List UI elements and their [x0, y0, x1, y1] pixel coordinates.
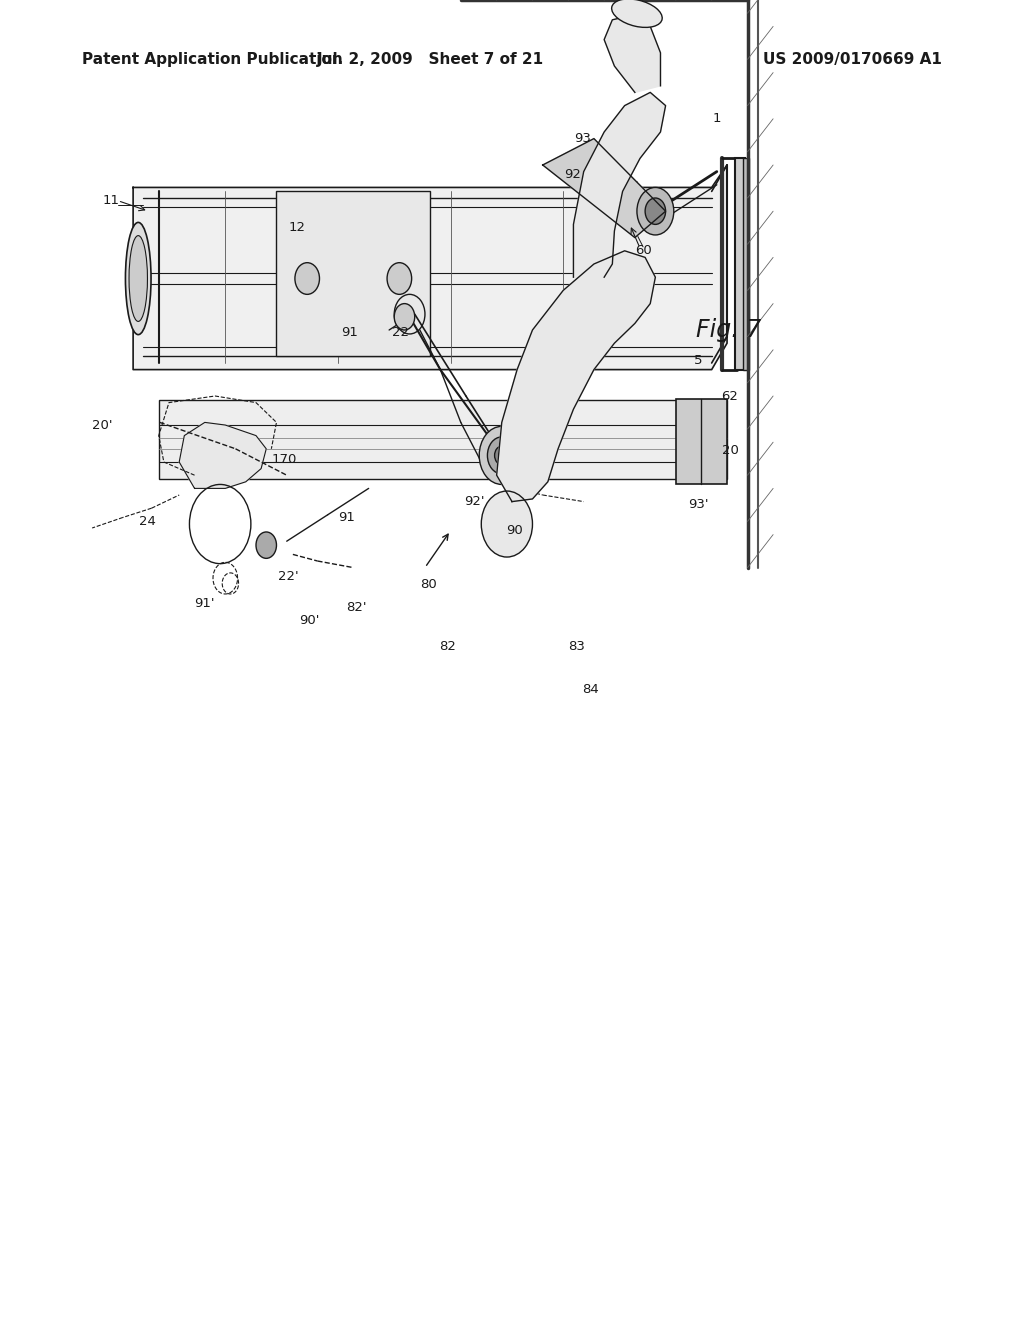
Text: 92': 92': [464, 495, 484, 508]
Text: 91: 91: [338, 511, 354, 524]
Text: Patent Application Publication: Patent Application Publication: [82, 51, 343, 67]
Circle shape: [487, 437, 516, 474]
Text: 90': 90': [299, 614, 319, 627]
Polygon shape: [179, 422, 266, 488]
Circle shape: [479, 426, 524, 484]
Text: 60: 60: [635, 244, 651, 257]
Circle shape: [256, 532, 276, 558]
Circle shape: [637, 187, 674, 235]
Text: Jul. 2, 2009   Sheet 7 of 21: Jul. 2, 2009 Sheet 7 of 21: [316, 51, 544, 67]
Text: 1: 1: [713, 112, 721, 125]
Text: 20': 20': [92, 418, 113, 432]
Ellipse shape: [611, 0, 663, 28]
Text: 82': 82': [346, 601, 367, 614]
Bar: [735, 158, 745, 370]
Text: 20: 20: [722, 444, 738, 457]
Bar: [743, 158, 749, 370]
Text: US 2009/0170669 A1: US 2009/0170669 A1: [763, 51, 942, 67]
Circle shape: [645, 198, 666, 224]
Bar: [159, 400, 727, 479]
Text: 91': 91': [195, 597, 215, 610]
Text: 22: 22: [392, 326, 409, 339]
Polygon shape: [573, 92, 666, 277]
Ellipse shape: [129, 235, 147, 322]
Text: 91: 91: [341, 326, 357, 339]
Text: 22': 22': [279, 570, 299, 583]
Text: 11: 11: [102, 194, 119, 207]
Text: 82: 82: [439, 640, 456, 653]
Text: Fig. 7: Fig. 7: [696, 318, 762, 342]
Text: 24: 24: [139, 515, 156, 528]
Polygon shape: [543, 139, 666, 238]
Polygon shape: [497, 251, 655, 502]
Text: 170: 170: [272, 453, 297, 466]
Text: 93: 93: [574, 132, 591, 145]
Ellipse shape: [126, 223, 152, 335]
Circle shape: [387, 263, 412, 294]
Text: 80: 80: [420, 578, 436, 591]
Bar: [276, 191, 430, 356]
Circle shape: [495, 446, 509, 465]
Polygon shape: [604, 16, 660, 92]
Text: 62: 62: [721, 389, 737, 403]
Text: 5: 5: [694, 354, 702, 367]
Circle shape: [295, 263, 319, 294]
Text: 83: 83: [568, 640, 585, 653]
Polygon shape: [133, 165, 727, 370]
Circle shape: [481, 491, 532, 557]
Text: 84: 84: [583, 682, 599, 696]
Text: 92: 92: [564, 168, 581, 181]
Text: 12: 12: [289, 220, 305, 234]
Bar: [676, 399, 727, 484]
Text: 90: 90: [506, 524, 522, 537]
Circle shape: [394, 304, 415, 330]
Text: 93': 93': [688, 498, 709, 511]
